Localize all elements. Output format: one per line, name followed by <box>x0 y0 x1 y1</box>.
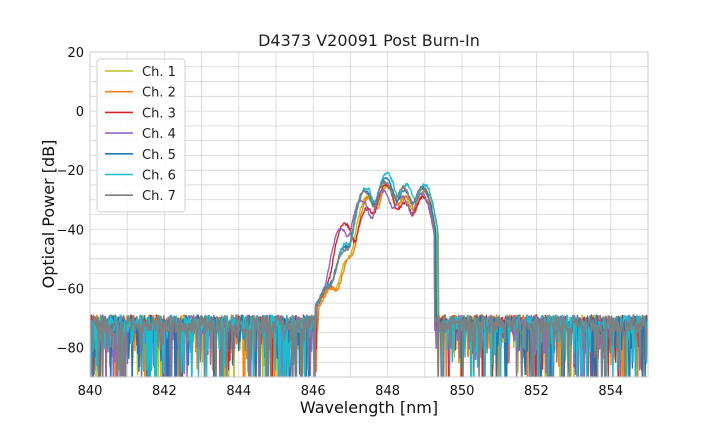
plot-frame <box>89 51 649 378</box>
legend-entry: Ch. 1 <box>142 65 176 80</box>
x-tick-label: 842 <box>152 384 177 399</box>
y-tick-label: −40 <box>57 223 84 238</box>
legend-box <box>96 58 186 213</box>
x-tick-label: 840 <box>78 384 103 399</box>
legend-entry: Ch. 3 <box>142 106 176 121</box>
x-tick-label: 848 <box>375 384 400 399</box>
x-tick-label: 854 <box>598 384 623 399</box>
legend-entry: Ch. 5 <box>142 148 176 163</box>
legend[interactable]: Ch. 1 Ch. 2 Ch. 3 Ch. 4 Ch. 5 Ch. 6 Ch. 7 <box>96 58 186 213</box>
y-tick-label: 0 <box>76 105 84 120</box>
x-tick-label: 844 <box>226 384 251 399</box>
y-tick-label: −80 <box>57 341 84 356</box>
plot-area <box>90 171 648 377</box>
y-tick-label: 20 <box>67 46 84 61</box>
series-line-ch7 <box>90 180 648 377</box>
legend-entry: Ch. 7 <box>142 189 176 204</box>
y-tick-label: −60 <box>57 282 84 297</box>
x-tick-label: 846 <box>301 384 326 399</box>
y-tick-label: −20 <box>57 164 84 179</box>
y-axis-label: Optical Power [dB] <box>39 140 58 289</box>
x-tick-label: 852 <box>524 384 549 399</box>
x-tick-label: 850 <box>450 384 475 399</box>
legend-entry: Ch. 4 <box>142 127 176 142</box>
chart-title: D4373 V20091 Post Burn-In <box>258 31 480 50</box>
tick-labels: 840 842 844 846 848 850 852 854 −80 −60 −40 −20 0 20 <box>57 46 624 399</box>
x-axis-label: Wavelength [nm] <box>300 398 438 417</box>
legend-entry: Ch. 6 <box>142 169 176 184</box>
legend-entry: Ch. 2 <box>142 86 176 101</box>
